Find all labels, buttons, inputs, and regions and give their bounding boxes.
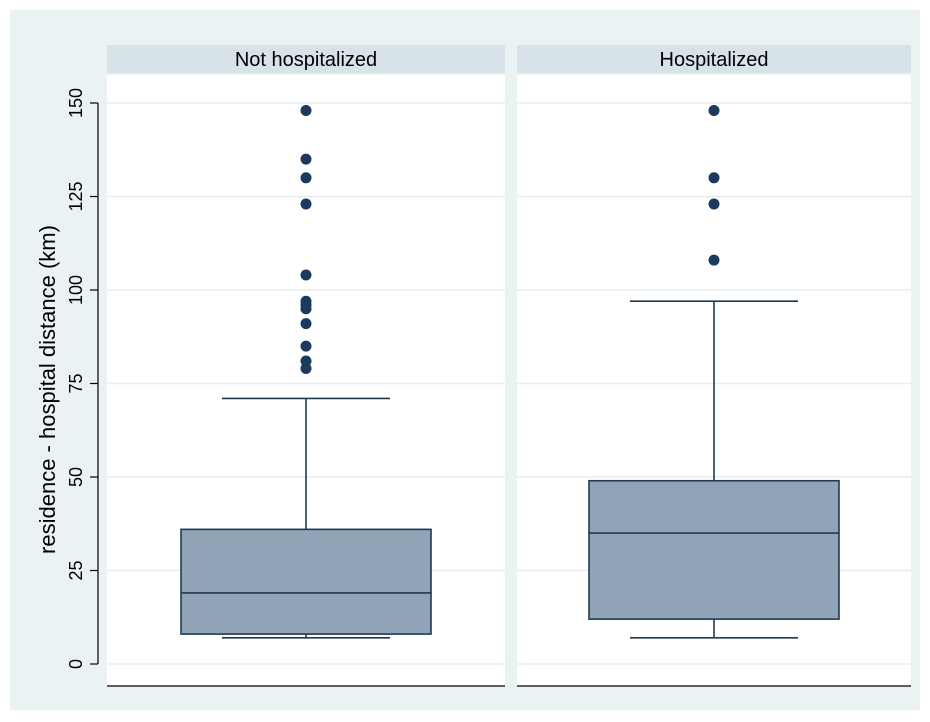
outlier-point xyxy=(300,153,312,165)
outlier-point xyxy=(708,104,720,116)
y-tick-label: 50 xyxy=(66,467,86,487)
outlier-point xyxy=(300,355,312,367)
y-axis-label: residence - hospital distance (km) xyxy=(35,225,60,554)
panel-1: Not hospitalized xyxy=(107,45,505,687)
iqr-box xyxy=(588,479,840,620)
outlier-point xyxy=(300,198,312,210)
outlier-point xyxy=(300,295,312,307)
outlier-point xyxy=(300,172,312,184)
panel-title: Not hospitalized xyxy=(235,49,377,71)
y-tick-label: 100 xyxy=(66,275,86,305)
outlier-point xyxy=(300,318,312,330)
y-tick-label: 125 xyxy=(66,181,86,211)
iqr-box xyxy=(180,528,432,635)
outlier-point xyxy=(300,340,312,352)
outlier-point xyxy=(300,269,312,281)
outlier-point xyxy=(708,198,720,210)
panel-strip xyxy=(107,45,505,73)
panel-strip xyxy=(517,45,911,73)
y-tick-label: 25 xyxy=(66,560,86,580)
outlier-point xyxy=(300,104,312,116)
y-tick-label: 150 xyxy=(66,88,86,118)
panel-2: Hospitalized xyxy=(517,45,911,687)
outlier-point xyxy=(708,254,720,266)
panel-title: Hospitalized xyxy=(660,49,769,71)
outlier-point xyxy=(708,172,720,184)
y-tick-label: 75 xyxy=(66,373,86,393)
y-tick-label: 0 xyxy=(66,659,86,669)
